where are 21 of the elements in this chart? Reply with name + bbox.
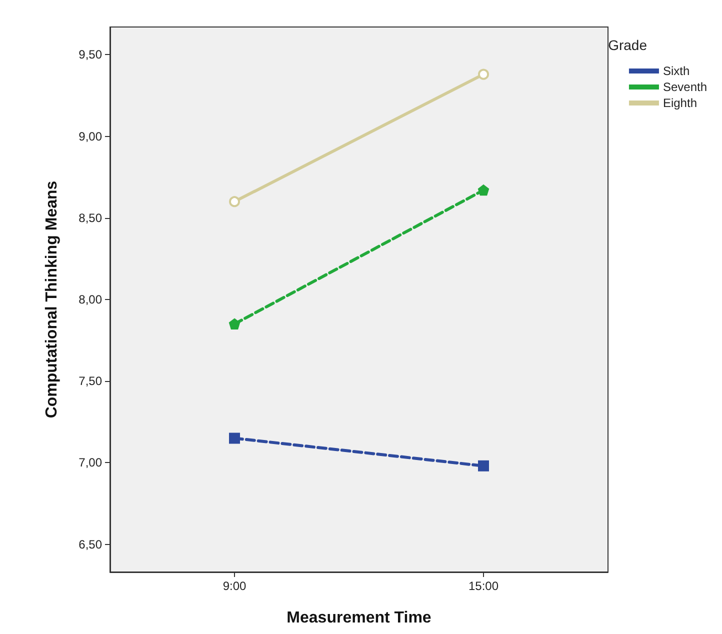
point (229, 432, 240, 444)
y-tick-label: 8,00 (78, 292, 102, 306)
y-tick-label: 6,50 (78, 537, 102, 552)
y-tick-label: 7,50 (78, 374, 102, 388)
y-axis-title: Computational Thinking Means (44, 180, 60, 418)
point (229, 196, 240, 208)
point (478, 184, 489, 196)
legend-label: Sixth (662, 64, 690, 78)
x-tick-label: 9:00 (222, 579, 246, 593)
legend-label: Seventh (662, 80, 708, 94)
y-tick-label: 7,00 (78, 456, 102, 470)
legend-title: Grade (608, 37, 648, 53)
x-tick-label: 15:00 (468, 579, 499, 593)
y-tick-label: 9,00 (78, 129, 102, 144)
point (478, 460, 489, 472)
y-tick-label: 8,50 (78, 210, 102, 225)
legend-label: Eighth (662, 96, 697, 110)
x-axis-title: Measurement Time (286, 610, 432, 626)
point (229, 318, 240, 330)
point (478, 68, 489, 80)
y-tick-label: 9,50 (78, 48, 102, 62)
